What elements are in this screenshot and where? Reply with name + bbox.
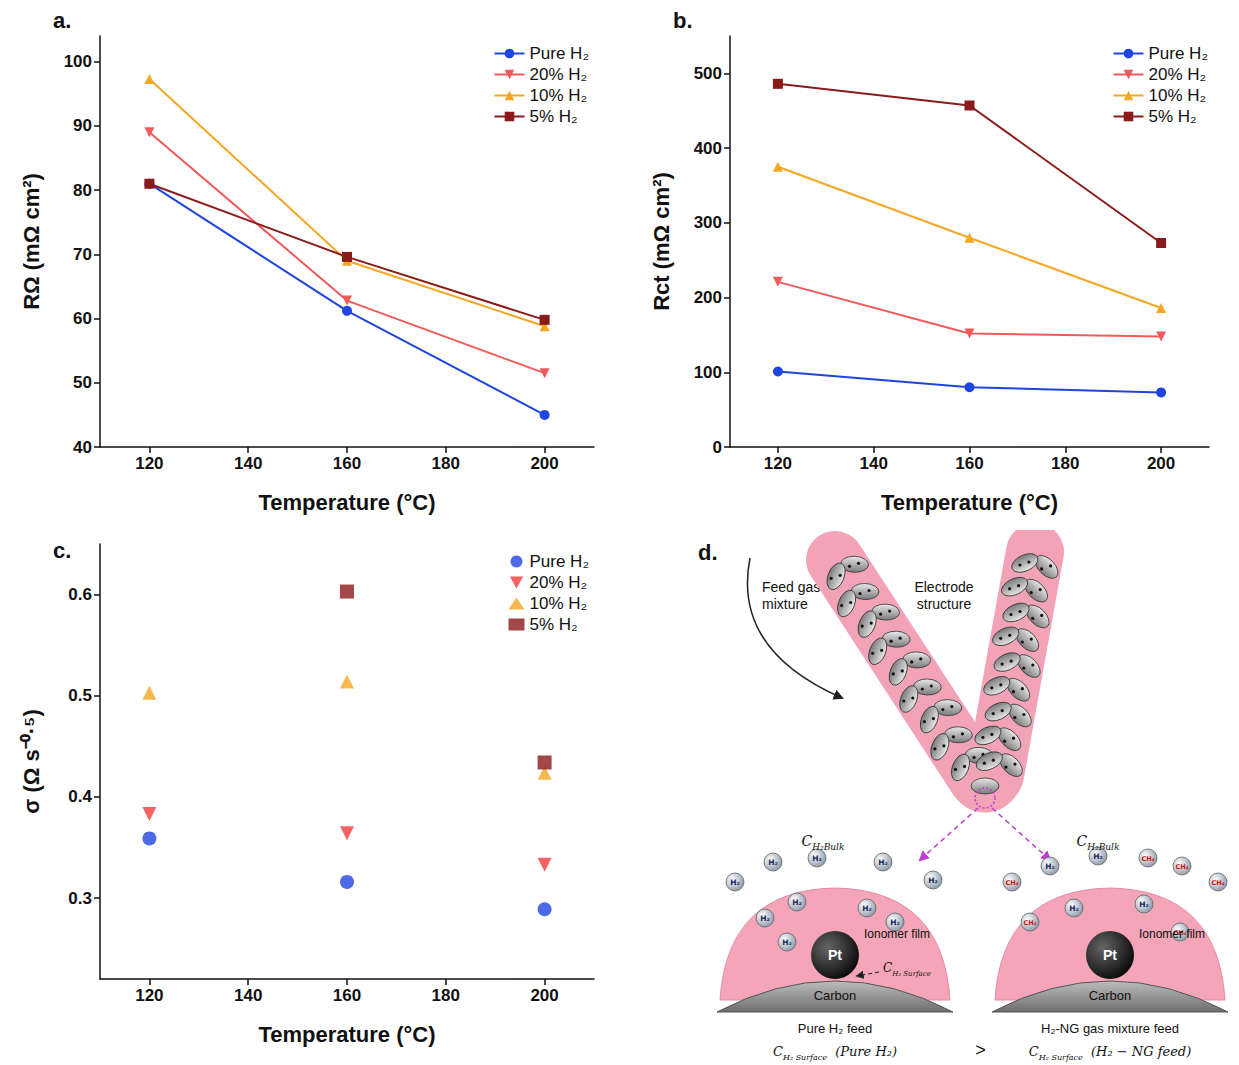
svg-text:160: 160: [333, 454, 361, 473]
svg-text:Pure H₂: Pure H₂: [529, 552, 589, 571]
svg-text:Pt: Pt: [1103, 947, 1117, 963]
svg-text:200: 200: [530, 986, 558, 1005]
svg-text:40: 40: [73, 438, 92, 457]
svg-text:H₂: H₂: [1069, 904, 1079, 913]
svg-text:20% H₂: 20% H₂: [529, 65, 587, 84]
svg-text:60: 60: [73, 309, 92, 328]
svg-text:H₂: H₂: [792, 898, 802, 907]
svg-text:H₂: H₂: [928, 876, 938, 885]
svg-text:0.5: 0.5: [68, 686, 92, 705]
svg-text:CH₄: CH₄: [1141, 855, 1154, 863]
svg-text:100: 100: [694, 363, 722, 382]
svg-text:H₂: H₂: [878, 858, 888, 867]
svg-text:20% H₂: 20% H₂: [1148, 65, 1206, 84]
svg-text:10% H₂: 10% H₂: [529, 594, 587, 613]
svg-text:mixture: mixture: [762, 596, 808, 612]
svg-text:Temperature (°C): Temperature (°C): [258, 490, 435, 515]
svg-text:Pure H₂: Pure H₂: [1148, 44, 1208, 63]
svg-text:CH₂Bulk: CH₂Bulk: [802, 833, 845, 852]
svg-text:H₂: H₂: [862, 904, 872, 913]
svg-text:160: 160: [333, 986, 361, 1005]
svg-text:100: 100: [64, 52, 92, 71]
svg-text:20% H₂: 20% H₂: [529, 573, 587, 592]
svg-text:Pure H₂ feed: Pure H₂ feed: [798, 1021, 872, 1036]
svg-text:H₂: H₂: [1045, 862, 1055, 871]
svg-text:140: 140: [234, 986, 262, 1005]
svg-text:140: 140: [234, 454, 262, 473]
svg-text:140: 140: [860, 454, 888, 473]
svg-text:Ionomer film: Ionomer film: [864, 927, 930, 941]
svg-text:Electrode: Electrode: [914, 579, 973, 595]
svg-text:H₂: H₂: [782, 938, 792, 947]
svg-text:H₂: H₂: [730, 878, 740, 887]
svg-text:120: 120: [135, 986, 163, 1005]
svg-text:50: 50: [73, 373, 92, 392]
svg-text:Rct (mΩ cm²): Rct (mΩ cm²): [649, 172, 674, 311]
svg-text:180: 180: [432, 454, 460, 473]
svg-text:d.: d.: [698, 540, 718, 565]
svg-text:structure: structure: [917, 596, 972, 612]
svg-text:Carbon: Carbon: [1089, 988, 1132, 1003]
svg-text:a.: a.: [53, 8, 71, 33]
svg-text:CH₂ Surface: CH₂ Surface: [883, 961, 931, 978]
svg-text:Pure H₂: Pure H₂: [529, 44, 589, 63]
svg-text:CH₄: CH₄: [1211, 879, 1224, 887]
svg-text:0: 0: [713, 438, 722, 457]
svg-text:5% H₂: 5% H₂: [1148, 107, 1196, 126]
svg-text:180: 180: [432, 986, 460, 1005]
svg-text:80: 80: [73, 181, 92, 200]
svg-text:Carbon: Carbon: [814, 988, 857, 1003]
svg-text:Temperature (°C): Temperature (°C): [881, 490, 1058, 515]
svg-text:70: 70: [73, 245, 92, 264]
svg-text:H₂-NG gas mixture feed: H₂-NG gas mixture feed: [1041, 1021, 1179, 1036]
svg-text:Pt: Pt: [828, 947, 842, 963]
svg-text:400: 400: [694, 139, 722, 158]
svg-text:160: 160: [955, 454, 983, 473]
svg-text:120: 120: [764, 454, 792, 473]
svg-text:σ (Ω s⁻⁰·⁵): σ (Ω s⁻⁰·⁵): [19, 709, 44, 813]
svg-text:c.: c.: [53, 538, 71, 563]
svg-text:200: 200: [1147, 454, 1175, 473]
svg-text:Temperature (°C): Temperature (°C): [258, 1022, 435, 1047]
svg-text:CH₄: CH₄: [1175, 863, 1188, 871]
svg-text:RΩ (mΩ cm²): RΩ (mΩ cm²): [19, 173, 44, 310]
svg-text:H₂: H₂: [812, 854, 822, 863]
svg-text:0.6: 0.6: [68, 585, 92, 604]
svg-text:200: 200: [530, 454, 558, 473]
svg-text:H₂: H₂: [1093, 852, 1103, 861]
svg-text:Feed gas: Feed gas: [762, 579, 820, 595]
svg-text:Ionomer film: Ionomer film: [1139, 927, 1205, 941]
svg-text:b.: b.: [673, 8, 693, 33]
svg-text:>: >: [975, 1040, 986, 1060]
svg-text:5% H₂: 5% H₂: [529, 107, 577, 126]
svg-text:CH₂ Surface (Pure H₂): CH₂ Surface (Pure H₂): [773, 1044, 897, 1062]
svg-text:0.4: 0.4: [68, 787, 92, 806]
svg-text:200: 200: [694, 288, 722, 307]
svg-text:500: 500: [694, 64, 722, 83]
svg-text:180: 180: [1051, 454, 1079, 473]
svg-text:CH₂Bulk: CH₂Bulk: [1077, 833, 1120, 852]
svg-text:0.3: 0.3: [68, 889, 92, 908]
svg-text:H₂: H₂: [768, 858, 778, 867]
svg-text:CH₂ Surface (H₂ − NG feed): CH₂ Surface (H₂ − NG feed): [1029, 1044, 1192, 1062]
svg-text:5% H₂: 5% H₂: [529, 615, 577, 634]
svg-text:H₂: H₂: [1139, 900, 1149, 909]
svg-text:10% H₂: 10% H₂: [529, 86, 587, 105]
svg-text:10% H₂: 10% H₂: [1148, 86, 1206, 105]
svg-text:H₂: H₂: [760, 914, 770, 923]
svg-text:90: 90: [73, 116, 92, 135]
svg-text:CH₄: CH₄: [1023, 919, 1036, 927]
svg-text:120: 120: [135, 454, 163, 473]
svg-text:H₂: H₂: [890, 918, 900, 927]
svg-text:300: 300: [694, 213, 722, 232]
svg-text:CH₄: CH₄: [1005, 879, 1018, 887]
